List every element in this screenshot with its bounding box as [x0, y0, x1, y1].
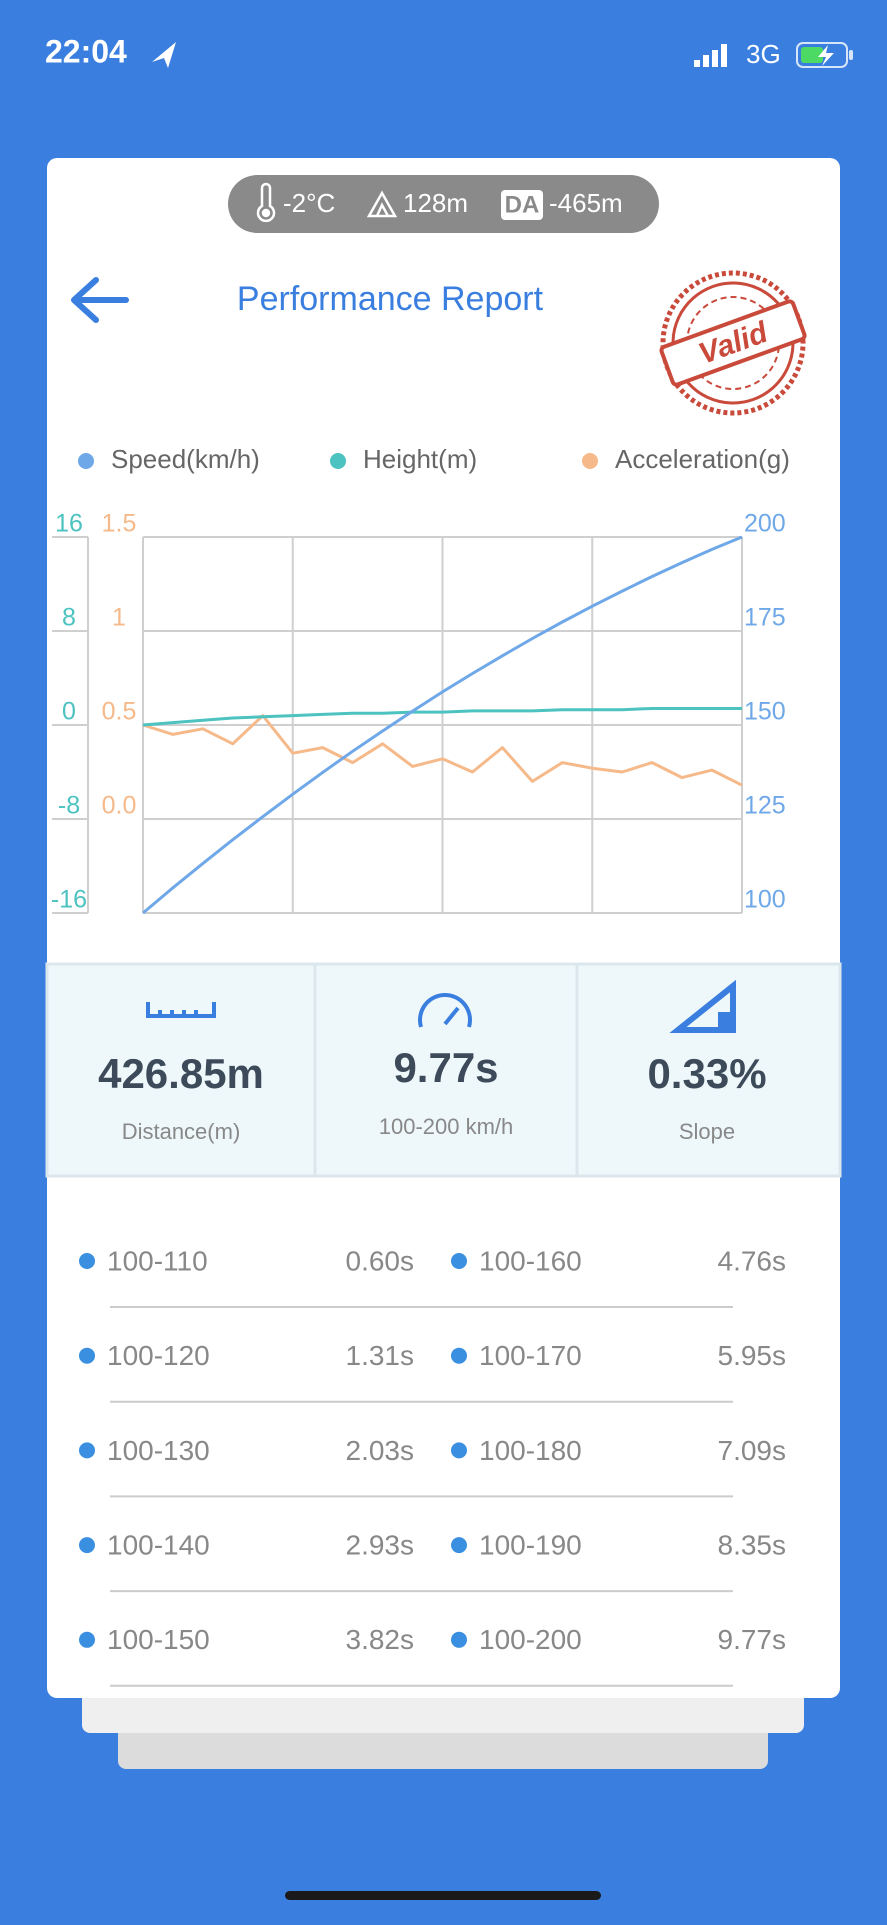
chart: Speed(km/h) Height(m) Acceleration(g) 200 17…: [51, 444, 790, 915]
split-dot: [79, 1442, 95, 1459]
y-tick-label: 0.5: [102, 698, 137, 726]
summary: 426.85m Distance(m) 9.77s 100-200 km/h 0.33%…: [98, 1044, 766, 1144]
split-time: 4.76s: [718, 1245, 787, 1276]
summary-panel: [45, 962, 842, 1178]
split-dot: [451, 1253, 467, 1269]
legend-label: Acceleration(g): [615, 444, 790, 474]
split-range: 100-140: [107, 1529, 210, 1560]
density-altitude: -465m: [549, 188, 623, 218]
conditions-pill: [228, 175, 659, 233]
legend-label: Height(m): [363, 444, 477, 474]
split-dot: [79, 1631, 95, 1648]
y-tick-label: -16: [51, 886, 87, 914]
split-time: 1.31s: [346, 1340, 415, 1371]
y-tick-label: 8: [62, 604, 76, 632]
page-title: Performance Report: [237, 280, 544, 318]
card-stack-middle: [82, 1690, 804, 1733]
network-type: 3G: [746, 39, 781, 69]
series-line: [142, 707, 742, 727]
split-dot: [451, 1537, 467, 1554]
ruler-icon: [146, 1002, 216, 1018]
split-dot: [451, 1631, 467, 1648]
split-range: 100-130: [107, 1435, 210, 1466]
temperature: -2°C: [283, 188, 335, 218]
summary-label: Distance(m): [122, 1119, 241, 1144]
da-badge: [501, 190, 543, 220]
split-time: 0.60s: [346, 1245, 415, 1276]
split-range: 100-200: [479, 1624, 582, 1655]
y-tick-label: 100: [744, 886, 786, 914]
series-line: [142, 714, 743, 787]
split-dot: [451, 1347, 467, 1364]
split-time: 2.03s: [346, 1435, 415, 1466]
split-time: 3.82s: [346, 1624, 415, 1655]
mountain-icon: [366, 190, 398, 218]
y-tick-label: 0.0: [102, 792, 137, 820]
split-range: 100-190: [479, 1529, 582, 1560]
y-tick-label: 16: [55, 510, 83, 538]
slope-icon: [669, 979, 736, 1033]
thermometer-icon: [256, 182, 276, 223]
y-tick-label: 1.5: [102, 510, 137, 538]
report-card: [47, 158, 840, 1698]
y-tick-label: 125: [744, 792, 786, 820]
split-range: 100-160: [479, 1245, 582, 1276]
speedometer-icon: [418, 993, 472, 1028]
back-button[interactable]: [71, 277, 129, 323]
legend-marker: [78, 453, 94, 469]
status-time: 22:04: [45, 33, 127, 69]
split-range: 100-110: [107, 1245, 208, 1276]
split-dot: [451, 1442, 467, 1459]
summary-label: 100-200 km/h: [379, 1114, 514, 1139]
summary-value: 0.33%: [647, 1050, 766, 1097]
y-tick-label: 150: [744, 698, 786, 726]
da-label: DA: [505, 191, 540, 218]
signal-icon: [694, 44, 727, 67]
split-time: 7.09s: [718, 1435, 787, 1466]
summary-value: 9.77s: [393, 1044, 498, 1091]
legend-marker: [582, 453, 598, 469]
split-time: 8.35s: [718, 1529, 787, 1560]
legend-marker: [330, 453, 346, 469]
battery-icon: [796, 42, 853, 68]
split-dot: [79, 1253, 95, 1269]
split-time: 2.93s: [346, 1529, 415, 1560]
split-time: 5.95s: [718, 1340, 787, 1371]
legend-label: Speed(km/h): [111, 444, 260, 474]
y-tick-label: 175: [744, 604, 786, 632]
location-icon: [152, 42, 176, 68]
summary-value: 426.85m: [98, 1050, 264, 1097]
split-range: 100-150: [107, 1624, 210, 1655]
y-tick-label: 1: [112, 604, 126, 632]
split-range: 100-180: [479, 1435, 582, 1466]
split-range: 100-120: [107, 1340, 210, 1371]
summary-label: Slope: [679, 1119, 735, 1144]
series-line: [142, 535, 743, 915]
split-time: 9.77s: [718, 1624, 787, 1655]
y-tick-label: 200: [744, 510, 786, 538]
y-tick-label: 0: [62, 698, 76, 726]
y-tick-label: -8: [58, 792, 80, 820]
split-dot: [79, 1537, 95, 1554]
altitude: 128m: [403, 188, 468, 218]
split-dot: [79, 1347, 95, 1364]
home-indicator: [285, 1891, 601, 1900]
split-range: 100-170: [479, 1340, 582, 1371]
split-table: 100-110 0.60s 100-120 1.31s 100-130 2.03s 100-…: [79, 1245, 787, 1687]
